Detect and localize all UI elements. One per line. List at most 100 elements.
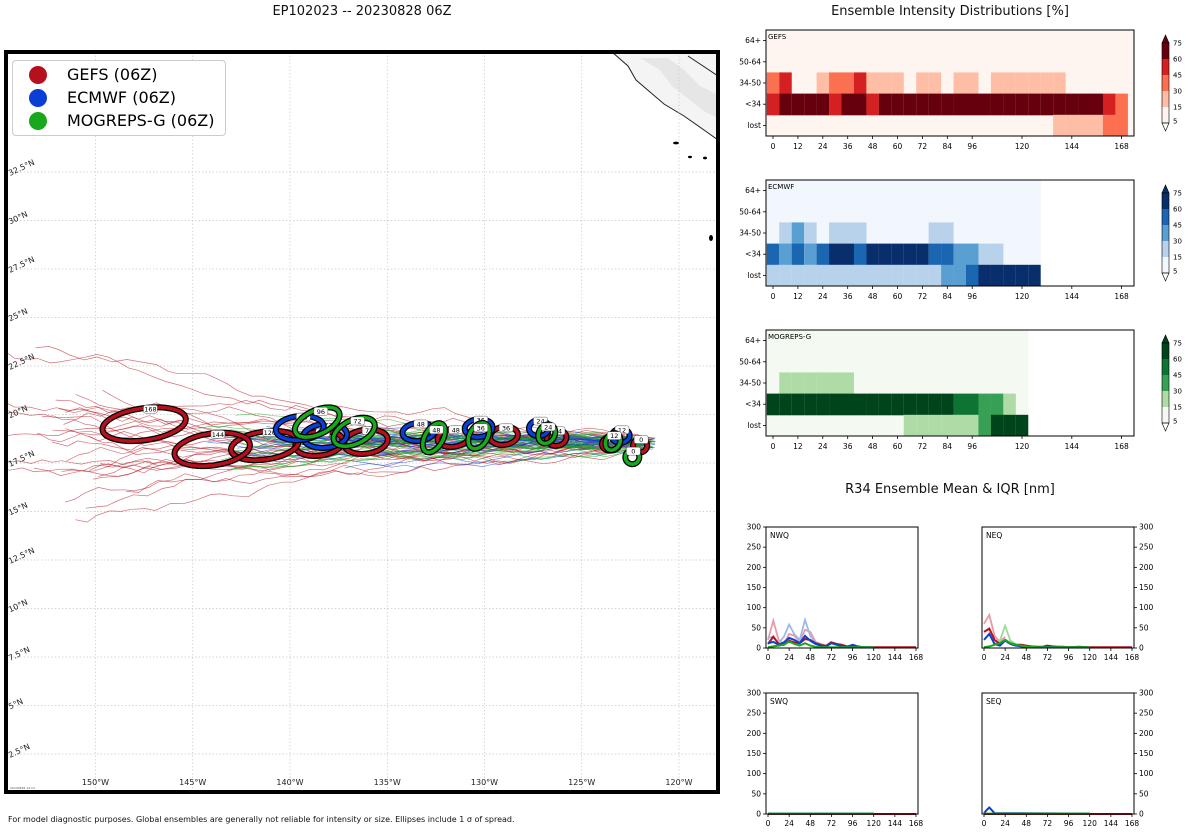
land-shape (611, 52, 718, 141)
heatmap-cell (779, 264, 792, 287)
heatmap-cell (1015, 414, 1029, 437)
heatmap-cell (816, 372, 830, 395)
heatmap-cell (891, 72, 904, 95)
heatmap-cell (903, 264, 917, 287)
y-tick-label: 300 (747, 523, 762, 532)
heatmap-cell (1065, 114, 1079, 137)
heatmap-cell (928, 93, 942, 116)
heatmap-cell (990, 72, 1004, 95)
x-tick-label: 72 (918, 142, 928, 151)
hour-label-box (429, 425, 444, 434)
y-category-label: 34-50 (739, 79, 761, 88)
heatmap-panel-ecmwf: ECMWF 64+ 50-64 34-50 <34 lost 0 12 24 36 48 60 72 84… (739, 179, 1182, 301)
colorbar-frame (1161, 192, 1170, 274)
x-tick-label: 120 (1083, 653, 1098, 662)
x-tick-label: 120 (1015, 292, 1030, 301)
heatmap-cell (779, 243, 792, 266)
heatmap-cell (1003, 414, 1016, 437)
y-category-label: <34 (745, 400, 761, 409)
legend-label: MOGREPS-G (06Z) (67, 111, 215, 130)
y-tick-label: 0 (1139, 644, 1144, 653)
heatmap-cell (779, 393, 792, 416)
heatmap-cell (953, 72, 967, 95)
colorbar-tick-label: 60 (1173, 356, 1182, 364)
x-tick-label: 48 (1022, 819, 1032, 828)
heatmap-cell (916, 393, 929, 416)
member-track (344, 442, 647, 469)
colorbar-arrow (1161, 334, 1170, 344)
heatmap-cell (1053, 72, 1066, 95)
hour-label-box (498, 423, 514, 433)
y-tick-label: 150 (1139, 583, 1154, 592)
x-tick-label: 12 (793, 292, 803, 301)
mogreps-g-ellipse (331, 415, 377, 449)
r34-panel-nwq: NWQ 0 24 48 72 96 120 144 168 0 50 100 150 200 250 300 (747, 523, 924, 663)
y-tick-label: 150 (747, 749, 762, 758)
x-tick-label: 0 (771, 292, 776, 301)
heatmap-cell (866, 264, 879, 287)
colorbar-tick-label: 30 (1173, 88, 1182, 96)
panel-background (766, 693, 918, 814)
mean-line (983, 638, 1090, 649)
heatmap-cell (853, 93, 867, 116)
y-tick-label: 200 (747, 563, 762, 572)
heatmap-cell (866, 393, 879, 416)
heatmap-cell (891, 264, 904, 287)
heatmap-label: GEFS (768, 33, 787, 41)
hour-label-box (626, 446, 641, 456)
heatmap-cell (804, 222, 817, 245)
ecmwf-marker-icon (29, 88, 47, 107)
heatmap-cell (804, 93, 817, 116)
x-tick-label: 24 (1000, 819, 1010, 828)
x-tick-label: 84 (943, 292, 953, 301)
heatmap-cell (990, 264, 1004, 287)
hour-label: 48 (417, 420, 425, 428)
x-tick-label: 24 (818, 442, 828, 451)
x-tick-label: 84 (943, 142, 953, 151)
hour-label: 48 (452, 426, 460, 434)
heatmap-cell (804, 264, 817, 287)
y-tick-label: 0 (756, 810, 761, 819)
quadrant-label: SEQ (986, 697, 1001, 706)
x-tick-label: 48 (1022, 653, 1032, 662)
heatmap-cell (990, 414, 1004, 437)
heatmap-cell (779, 222, 792, 245)
heatmap-cell (928, 243, 942, 266)
heatmap-cell (841, 393, 854, 416)
heatmap-cell (916, 243, 929, 266)
y-category-label: 50-64 (739, 207, 761, 216)
heatmap-cell (878, 72, 892, 95)
hour-label: 96 (317, 408, 325, 416)
heatmap-cell (978, 93, 991, 116)
y-category-label: 64+ (745, 336, 761, 345)
lon-tick-label: 130°W (471, 778, 498, 787)
y-tick-label: 0 (756, 644, 761, 653)
heatmap-cell (804, 393, 817, 416)
heatmap-cell (1028, 93, 1041, 116)
heatmap-cell (966, 93, 979, 116)
heatmap-cell (791, 264, 805, 287)
heatmap-cell (829, 222, 842, 245)
x-tick-label: 168 (1114, 442, 1129, 451)
heatmap-cell (841, 72, 854, 95)
heatmap-cell (866, 243, 879, 266)
panel-background (982, 527, 1134, 648)
heatmap-cell (829, 264, 842, 287)
hour-label: 24 (544, 423, 552, 431)
heatmap-cell (853, 393, 867, 416)
x-tick-label: 72 (918, 292, 928, 301)
y-tick-label: 50 (1139, 623, 1149, 632)
heatmap-cell (791, 222, 805, 245)
colorbar-tick-label: 60 (1173, 56, 1182, 64)
heatmap-cell (1040, 93, 1054, 116)
heatmap-cell (903, 393, 917, 416)
heatmap-panel-gefs: GEFS 64+ 50-64 34-50 <34 lost 0 12 24 36 48 60 72 84 9… (739, 29, 1182, 151)
heatmap-cell (941, 264, 954, 287)
intensity-title: Ensemble Intensity Distributions [%] (831, 4, 1069, 19)
x-tick-label: 144 (1065, 142, 1080, 151)
hour-label-box (350, 416, 365, 426)
x-tick-label: 24 (784, 819, 794, 828)
colorbar-tick-label: 45 (1173, 372, 1182, 380)
